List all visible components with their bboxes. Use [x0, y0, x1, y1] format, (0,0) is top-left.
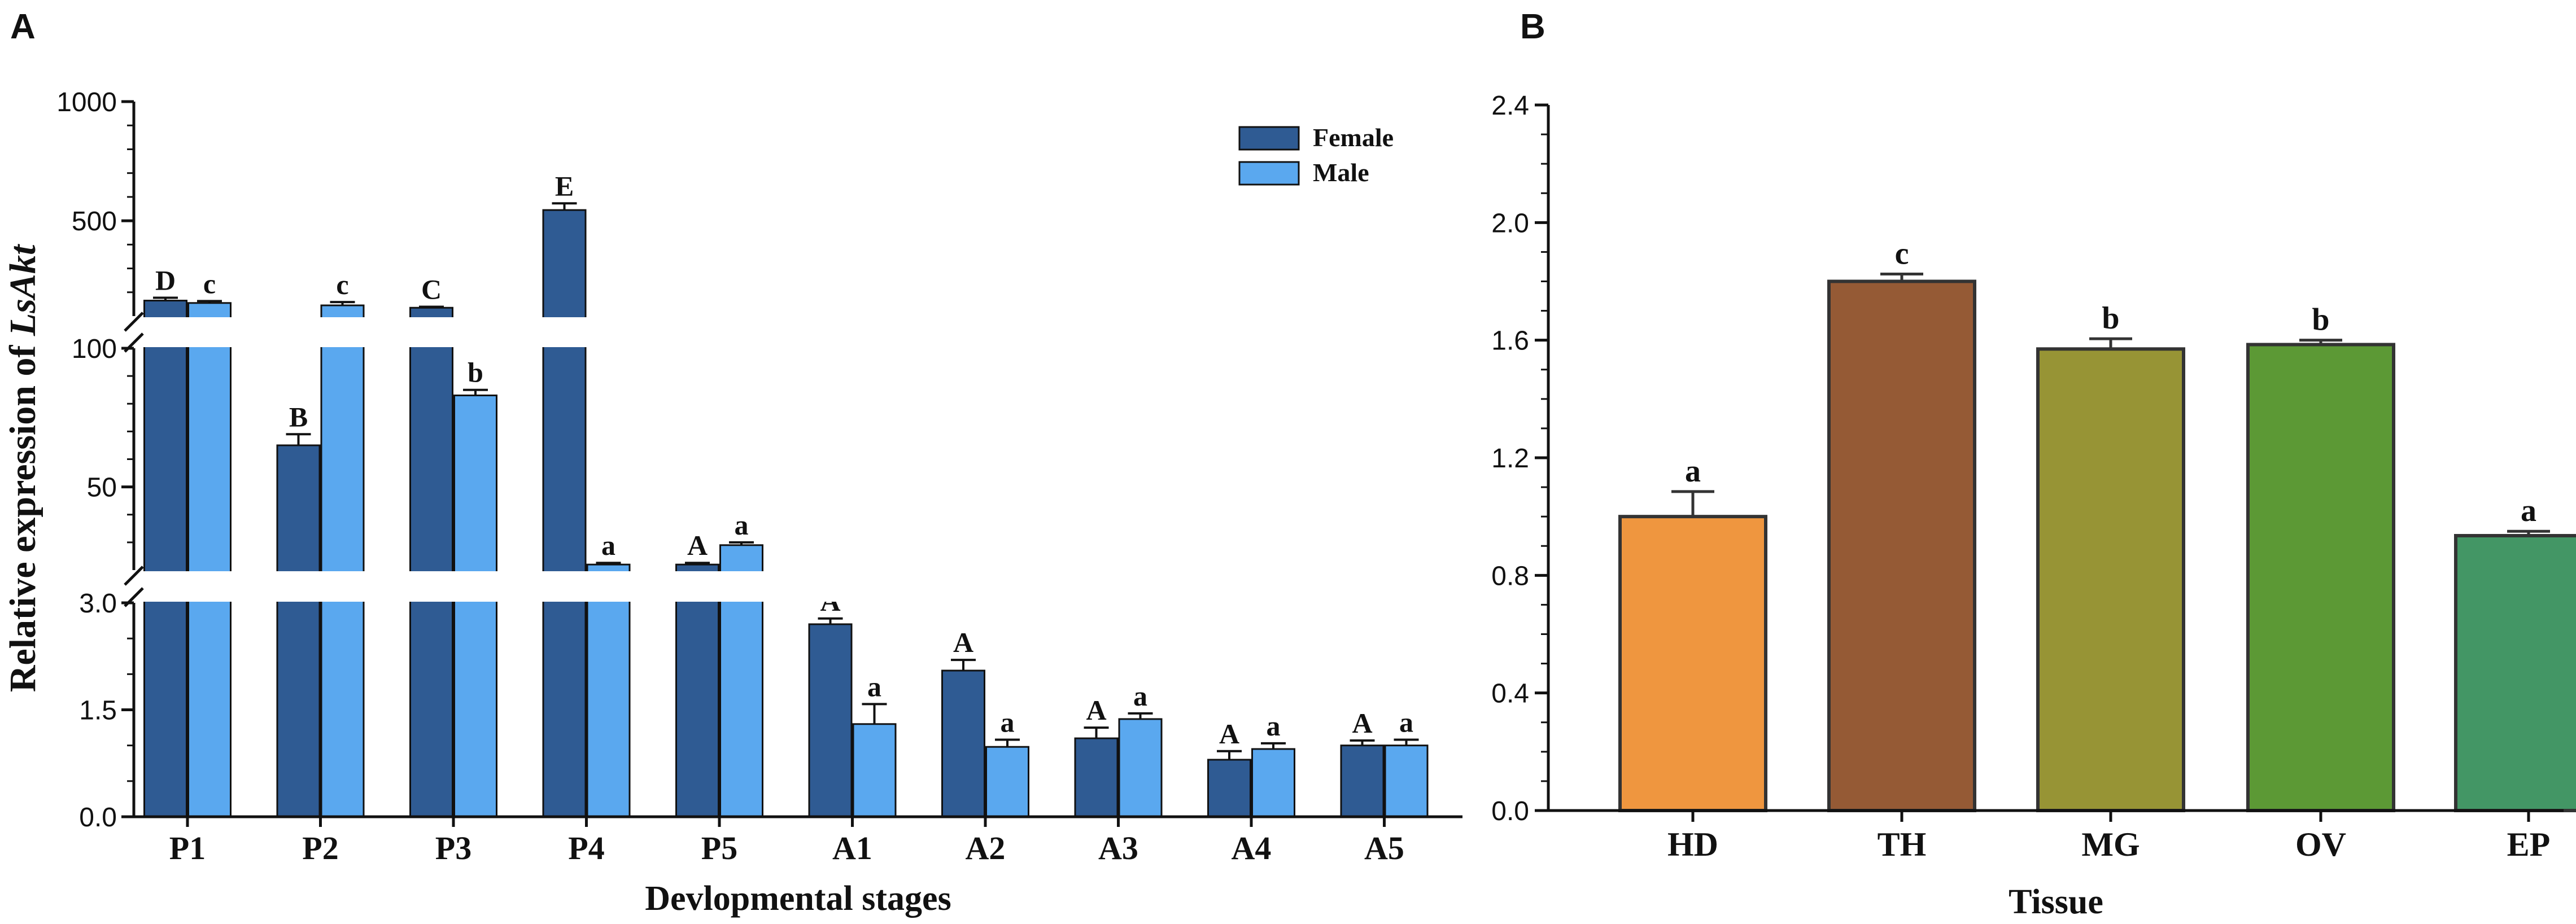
y-tick-label-500: 500: [72, 207, 117, 237]
sig-letter-female-P2: B: [289, 401, 308, 432]
sig-letter-TH: c: [1895, 236, 1909, 271]
bar-female-A4: [1207, 759, 1251, 818]
y-tick-label-0.0: 0.0: [79, 803, 117, 833]
panel-letter-b: B: [1520, 7, 1545, 46]
bar-male-P4: [586, 563, 631, 818]
y-axis-title-prefix: Relative expression of: [2, 336, 43, 692]
y-tick-label-1000: 1000: [56, 87, 117, 117]
sig-letter-female-A3: A: [1086, 694, 1106, 726]
y-tick-label-2.0: 2.0: [1491, 208, 1529, 238]
bar-male-A3: [1118, 718, 1163, 818]
sig-letter-female-P4: E: [555, 170, 574, 202]
bar-female-P3: [409, 306, 453, 818]
x-tick-label-P4: P4: [568, 830, 604, 866]
bar-female-A1: [808, 623, 853, 818]
y-axis-title-gene: LsAkt: [2, 244, 43, 336]
sig-letter-male-A1: a: [867, 671, 881, 702]
y-axis-title: Relative expression of LsAkt: [2, 244, 43, 692]
sig-letter-male-P1: c: [203, 268, 216, 299]
bar-female-P5: [675, 563, 719, 818]
sig-letter-female-A5: A: [1352, 707, 1372, 739]
axis-break-mark-upper-2: [124, 312, 144, 332]
sig-letter-OV: b: [2312, 303, 2329, 338]
x-tick-label-P2: P2: [302, 830, 338, 866]
y-tick-label-1.5: 1.5: [79, 696, 117, 726]
sig-letter-male-P3: b: [468, 357, 483, 388]
bar-female-A3: [1074, 737, 1119, 818]
x-tick-label-A2: A2: [966, 830, 1006, 866]
x-tick-label-A1: A1: [832, 830, 872, 866]
bar-male-P3: [453, 395, 497, 818]
x-axis-title: Devlopmental stages: [645, 879, 951, 918]
bar-HD: [1618, 515, 1767, 812]
sig-letter-HD: a: [1685, 454, 1701, 489]
y-tick-label-1.6: 1.6: [1491, 326, 1529, 356]
bar-male-P2: [320, 304, 365, 818]
bar-male-A2: [985, 746, 1029, 818]
sig-letter-female-A4: A: [1219, 718, 1239, 750]
x-tick-label-A5: A5: [1364, 830, 1404, 866]
y-tick-label-2.4: 2.4: [1491, 91, 1529, 121]
legend-label-male: Male: [1313, 158, 1369, 187]
bar-female-A5: [1340, 745, 1385, 818]
bar-female-P1: [143, 300, 187, 818]
y-tick-label-0.8: 0.8: [1491, 561, 1529, 591]
y-tick-label-50: 50: [87, 473, 117, 503]
sig-letter-male-A4: a: [1267, 710, 1281, 742]
axis-break-mark-upper-1: [124, 566, 144, 586]
sig-letter-female-A2: A: [953, 627, 973, 658]
sig-letter-female-P5: A: [687, 529, 708, 561]
sig-letter-male-A5: a: [1399, 707, 1413, 738]
y-tick-label-1.2: 1.2: [1491, 444, 1529, 474]
sig-letter-male-P2: c: [336, 269, 348, 300]
y-tick-label-0.4: 0.4: [1491, 679, 1529, 709]
sig-letter-male-A2: a: [1001, 707, 1015, 738]
x-tick-label-OV: OV: [2295, 826, 2346, 863]
sig-letter-male-A3: a: [1133, 680, 1147, 712]
sig-letter-MG: b: [2102, 301, 2119, 336]
bar-female-A2: [941, 669, 985, 818]
y-tick-label-100: 100: [72, 334, 117, 364]
bar-male-A1: [852, 723, 897, 818]
x-tick-label-P3: P3: [435, 830, 471, 866]
sig-letter-EP: a: [2521, 493, 2536, 528]
x-axis-title: Tissue: [2009, 883, 2103, 921]
axis-break-band-1: [113, 571, 1465, 602]
x-tick-label-P1: P1: [169, 830, 206, 866]
bar-male-P1: [187, 302, 232, 818]
bar-MG: [2036, 347, 2185, 812]
bar-male-A5: [1384, 745, 1429, 818]
panel-letter-a: A: [10, 7, 36, 46]
bar-EP: [2454, 534, 2576, 812]
sig-letter-male-P4: a: [601, 529, 615, 561]
x-tick-label-A3: A3: [1098, 830, 1138, 866]
bar-female-P2: [276, 444, 321, 818]
y-tick-label-3.0: 3.0: [79, 589, 117, 619]
x-tick-label-HD: HD: [1667, 826, 1718, 863]
panel-b: Ba HD c TH b MG b OV a EP 0.0 0.4 0.8 1.2 1.6 2.0 2.4 Tis…: [1491, 7, 2576, 921]
bar-male-A4: [1251, 748, 1295, 818]
sig-letter-female-P3: C: [421, 274, 442, 305]
y-tick-label-0.0: 0.0: [1491, 796, 1529, 826]
legend-swatch-male: [1238, 161, 1300, 186]
panel-a: ADBCEAAAAAAccbaaaaaaa0.01.53.05010050010…: [2, 7, 1465, 918]
x-tick-label-TH: TH: [1878, 826, 1927, 863]
x-tick-label-MG: MG: [2081, 826, 2140, 863]
bar-TH: [1827, 279, 1976, 812]
axis-break-band-2: [113, 317, 1465, 347]
sig-letter-female-P1: D: [155, 264, 176, 296]
x-tick-label-A4: A4: [1232, 830, 1272, 866]
x-tick-label-P5: P5: [701, 830, 737, 866]
bar-OV: [2246, 343, 2395, 812]
sig-letter-male-P5: a: [735, 509, 749, 541]
legend-swatch-female: [1238, 126, 1300, 151]
legend-label-female: Female: [1313, 123, 1394, 152]
x-tick-label-EP: EP: [2507, 826, 2551, 863]
bar-female-P4: [542, 209, 587, 818]
